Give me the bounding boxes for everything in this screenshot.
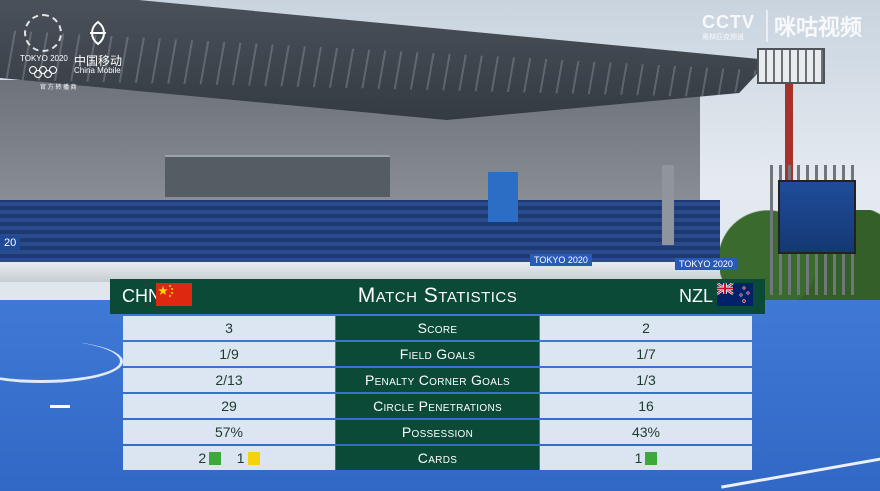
green-card-count: 2 <box>198 450 207 466</box>
floodlight-icon <box>757 48 825 84</box>
olympic-banner <box>488 172 518 222</box>
green-card-icon <box>645 452 658 465</box>
yellow-card-icon <box>247 452 260 465</box>
stadium-box <box>165 155 390 197</box>
floodlight-mast <box>785 75 793 185</box>
stat-row-cards: 2 1 Cards 1 <box>123 446 752 470</box>
stat-row-circle-penetrations: 29 Circle Penetrations 16 <box>123 394 752 418</box>
stat-value-left: 3 <box>123 316 335 340</box>
new-zealand-flag-icon <box>717 283 753 306</box>
china-mobile-icon <box>90 20 106 46</box>
stat-label: Possession <box>336 420 539 444</box>
stat-label: Field Goals <box>336 342 539 366</box>
stat-label: Circle Penetrations <box>336 394 539 418</box>
team-left-name: CHN <box>122 286 161 306</box>
china-flag-icon <box>156 283 192 306</box>
stat-row-penalty-corner-goals: 2/13 Penalty Corner Goals 1/3 <box>123 368 752 392</box>
olympic-rings-icon <box>29 66 57 78</box>
stat-value-right: 1 <box>540 446 752 470</box>
stat-value-left: 1/9 <box>123 342 335 366</box>
stat-label: Score <box>336 316 539 340</box>
stat-value-left: 2 1 <box>123 446 335 470</box>
partner-en-text: China Mobile <box>74 66 121 75</box>
partner-slogan: 官 方 转 播 商 <box>40 85 77 91</box>
stat-value-left: 29 <box>123 394 335 418</box>
migu-logo: 咪咕视频 <box>766 10 862 42</box>
stat-label: Penalty Corner Goals <box>336 368 539 392</box>
stat-value-right: 1/7 <box>540 342 752 366</box>
green-card-icon <box>209 452 222 465</box>
stat-value-right: 1/3 <box>540 368 752 392</box>
yellow-card-count: 1 <box>236 450 245 466</box>
partner-cn-text: 中国移动 <box>74 54 123 68</box>
stat-label: Cards <box>336 446 539 470</box>
stadium-column <box>662 165 674 245</box>
stadium-seats <box>0 200 720 270</box>
tokyo-logo-text: TOKYO 2020 <box>20 54 68 63</box>
stat-row-score: 3 Score 2 <box>123 316 752 340</box>
stat-row-field-goals: 1/9 Field Goals 1/7 <box>123 342 752 366</box>
stat-value-right: 43% <box>540 420 752 444</box>
panel-title: Match Statistics <box>357 284 518 307</box>
cctv-channel: 奥林匹克频道 <box>702 34 744 41</box>
venue-board: 20 <box>0 236 21 250</box>
stat-value-right: 16 <box>540 394 752 418</box>
pitch-mark <box>50 405 70 408</box>
stat-row-possession: 57% Possession 43% <box>123 420 752 444</box>
scoreboard-screen <box>778 180 856 254</box>
stat-value-right: 2 <box>540 316 752 340</box>
tokyo-emblem-icon <box>24 14 62 52</box>
pitch-circle-line <box>0 340 123 383</box>
broadcaster-logo-right: CCTV 奥林匹克频道 咪咕视频 <box>700 10 870 42</box>
venue-board: TOKYO 2020 <box>530 254 592 266</box>
stat-value-left: 2/13 <box>123 368 335 392</box>
stats-panel-header: CHN Match Statistics NZL <box>110 279 765 314</box>
venue-board: TOKYO 2020 <box>675 258 737 270</box>
green-card-count: 1 <box>634 450 643 466</box>
team-right-name: NZL <box>678 286 713 306</box>
cctv-logo: CCTV <box>702 12 755 32</box>
stadium-barrier <box>0 262 740 282</box>
stat-value-left: 57% <box>123 420 335 444</box>
